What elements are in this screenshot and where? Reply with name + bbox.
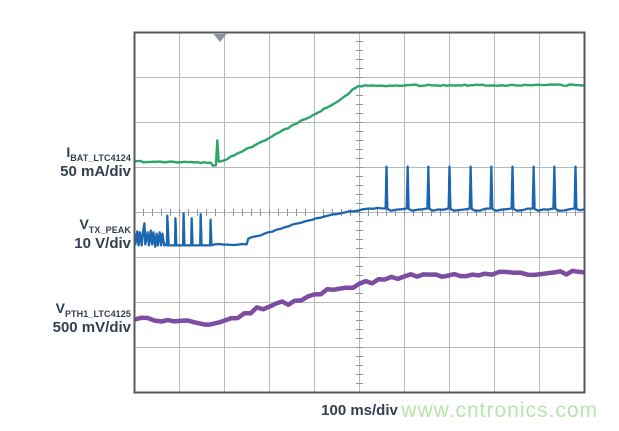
channel-name-vpth: VPTH1_LTC4125: [55, 300, 131, 320]
timebase-label: 100 ms/div: [321, 402, 398, 419]
channel-scale-vpth: 500 mV/div: [52, 319, 131, 337]
grid-border: [133, 31, 586, 394]
channel-label-ibat: IBAT_LTC4124 50 mA/div: [0, 144, 131, 181]
channel-name-vtx: VTX_PEAK: [79, 216, 131, 236]
channel-scale-ibat: 50 mA/div: [60, 163, 131, 181]
trace-vtx_peak: [134, 165, 585, 248]
trace-ibat_ltc4124: [134, 83, 585, 167]
channel-label-vtx: VTX_PEAK 10 V/div: [0, 216, 131, 253]
watermark: www.cntronics.com: [401, 399, 598, 422]
trace-vpth1_ltc4125: [134, 268, 585, 327]
trigger-marker-icon: [213, 34, 227, 42]
channel-scale-vtx: 10 V/div: [74, 235, 131, 253]
channel-label-vpth: VPTH1_LTC4125 500 mV/div: [0, 300, 131, 337]
channel-name-ibat: IBAT_LTC4124: [66, 144, 131, 164]
